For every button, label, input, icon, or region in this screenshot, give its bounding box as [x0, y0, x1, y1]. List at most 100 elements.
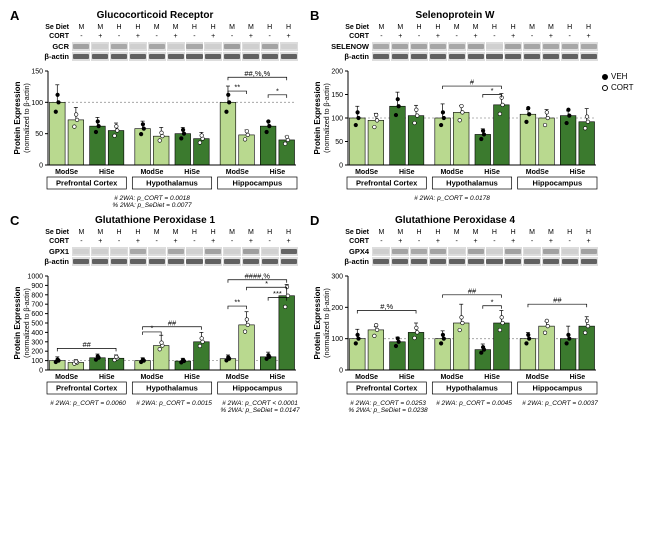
data-point	[442, 337, 446, 341]
blot-band	[430, 259, 446, 264]
data-point	[198, 141, 202, 145]
blot-row: β-actin	[330, 257, 598, 266]
blot-lane	[542, 42, 560, 51]
blot-lane	[91, 52, 109, 61]
blot-lane	[167, 52, 185, 61]
cort-cell: +	[128, 32, 147, 41]
blot-lane	[561, 52, 579, 61]
svg-text:900: 900	[31, 283, 43, 290]
blot-lane	[110, 52, 128, 61]
data-point	[545, 319, 549, 323]
data-point	[115, 129, 119, 133]
blot-band	[562, 249, 578, 254]
blot-lane	[110, 257, 128, 266]
data-point	[227, 101, 231, 105]
blot-lane	[148, 42, 166, 51]
blot-band	[543, 259, 559, 264]
blot-lane	[372, 247, 390, 256]
sig-label: ##	[553, 296, 562, 305]
blot-lane	[72, 257, 90, 266]
blot-band	[430, 249, 446, 254]
blot-lane	[110, 247, 128, 256]
blot-lane	[110, 42, 128, 51]
blot-band	[262, 54, 278, 59]
blot-band	[111, 44, 127, 49]
blot-lane	[486, 52, 504, 61]
blot-lane	[204, 52, 222, 61]
cort-cell: +	[579, 237, 598, 246]
blot-lane	[448, 247, 466, 256]
se-diet-cell: M	[447, 228, 466, 237]
blot-band	[505, 54, 521, 59]
blot-band	[130, 249, 146, 254]
cort-cell: -	[410, 32, 429, 41]
data-point	[141, 122, 145, 126]
data-point	[415, 114, 419, 118]
blot-lane	[467, 247, 485, 256]
sig-label: *	[491, 297, 494, 306]
stats-row: # 2WA: p_CORT = 0.0060# 2WA: p_CORT = 0.…	[46, 400, 302, 414]
data-point	[267, 353, 271, 357]
blot-band	[562, 44, 578, 49]
blot-lane	[429, 257, 447, 266]
svg-text:100: 100	[331, 116, 343, 123]
data-point	[373, 334, 377, 338]
se-diet-cell: M	[523, 228, 542, 237]
blot-band	[505, 249, 521, 254]
blot-band	[543, 54, 559, 59]
blot-band	[281, 54, 297, 59]
blot-lane	[129, 52, 147, 61]
data-point	[583, 126, 587, 130]
data-point	[141, 358, 145, 362]
svg-text:150: 150	[31, 69, 43, 76]
diet-label: ModSe	[526, 169, 549, 176]
data-point	[357, 116, 361, 120]
se-diet-cell: H	[260, 228, 279, 237]
data-point	[160, 131, 164, 135]
blot-band	[224, 44, 240, 49]
cort-cell: +	[204, 32, 223, 41]
data-point	[283, 142, 287, 146]
region-label: Hippocampus	[533, 179, 583, 188]
y-axis-label-2: (normalized to β-actin)	[324, 288, 331, 358]
blot-band	[543, 44, 559, 49]
svg-text:150: 150	[331, 92, 343, 99]
svg-text:300: 300	[331, 274, 343, 281]
blot-band	[111, 54, 127, 59]
blot-band	[111, 259, 127, 264]
se-diet-cell: H	[204, 228, 223, 237]
blot-band	[411, 44, 427, 49]
cort-cell: -	[72, 32, 91, 41]
diet-label: ModSe	[140, 169, 163, 176]
blot-band	[581, 44, 597, 49]
blot-band	[262, 249, 278, 254]
panel-title: Glutathione Peroxidase 1	[8, 215, 302, 226]
se-diet-cell: H	[485, 228, 504, 237]
se-diet-cell: M	[372, 23, 391, 32]
y-axis-label-1: Protein Expression	[313, 81, 322, 154]
data-point	[545, 111, 549, 115]
se-diet-cell: H	[185, 23, 204, 32]
data-point	[356, 333, 360, 337]
data-point	[585, 319, 589, 323]
data-point	[245, 130, 249, 134]
data-point	[396, 97, 400, 101]
cort-cell: +	[391, 32, 410, 41]
region-label: Prefrontal Cortex	[356, 384, 418, 393]
blot-lane	[504, 247, 522, 256]
diet-label: HiSe	[270, 169, 286, 176]
sig-label: #,%	[380, 302, 393, 311]
blot-lane	[467, 52, 485, 61]
se-diet-cell: M	[147, 228, 166, 237]
blot-lane	[429, 42, 447, 51]
data-point	[396, 337, 400, 341]
legend: VEH CORT	[602, 72, 646, 94]
blot-lane	[391, 42, 409, 51]
region-label: Hippocampus	[233, 179, 283, 188]
blot-lane	[280, 247, 298, 256]
blot-lane	[391, 247, 409, 256]
data-point	[458, 118, 462, 122]
data-point	[373, 125, 377, 129]
se-diet-cell: H	[128, 23, 147, 32]
blot-lane	[242, 42, 260, 51]
